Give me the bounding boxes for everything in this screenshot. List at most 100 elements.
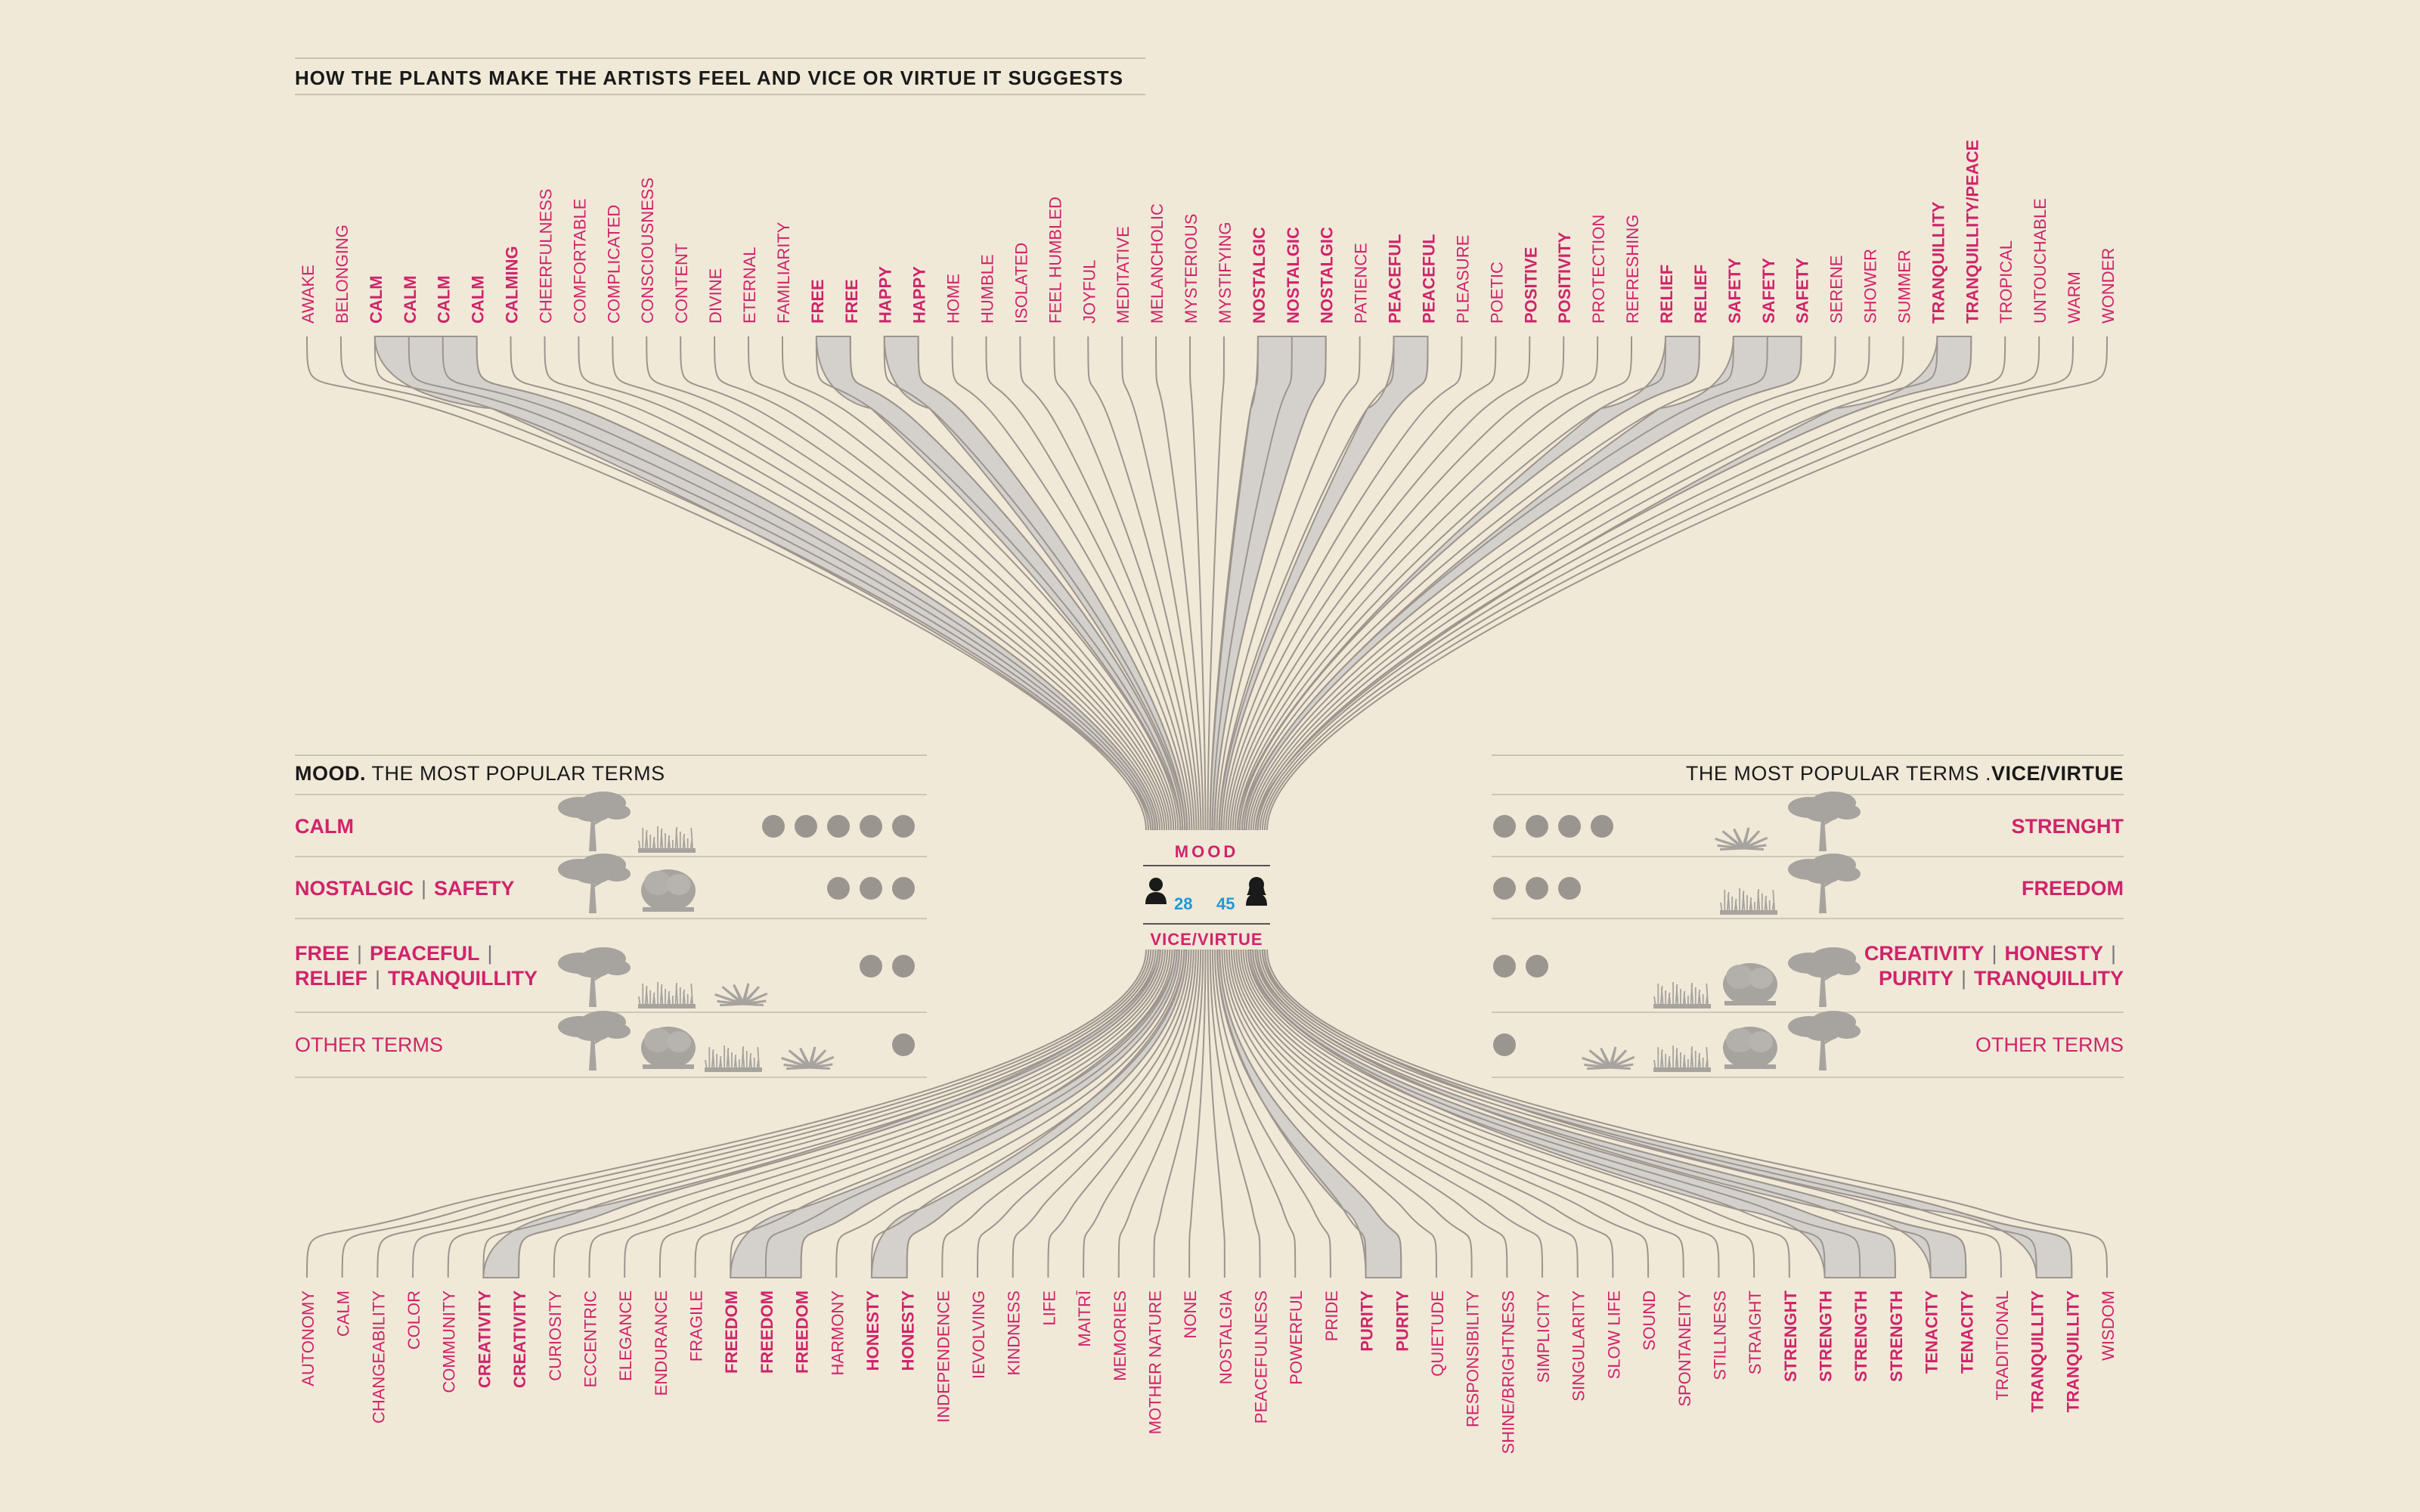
top-flow-line [1121,336,1202,831]
vice-term-label: TENACITY [1957,1290,1976,1374]
mood-term-label: HAPPY [876,266,895,324]
vice-term-label: SINGULARITY [1569,1290,1588,1402]
term-label: NOSTALGIC [295,877,414,900]
agave-icon [1705,815,1780,857]
top-flow-line [1250,336,1870,831]
vice-term-label: FREEDOM [722,1290,741,1374]
vice-term-label: ENDURANCE [652,1290,671,1396]
vice-row-4: OTHER TERMS [1492,1011,2124,1078]
vice-term-label: HONESTY [863,1290,882,1371]
vice-term-label: CHANGEABILITY [369,1290,388,1424]
mood-term-label: COMPLICATED [604,205,623,324]
term-label: HONESTY [2004,942,2103,965]
vice-term-label: PRIDE [1322,1290,1341,1341]
bottom-flow-line [1240,949,1720,1278]
mood-term-label: MYSTERIOUS [1182,214,1201,324]
mood-count-dot [892,815,915,838]
vice-term-label: STRENGTH [1851,1290,1870,1382]
mood-term-label: SAFETY [1759,258,1778,324]
bottom-flow-line [306,949,1147,1278]
mood-term-label: SERENE [1827,256,1846,324]
title-rule-top [295,57,1145,59]
tree-icon [1786,791,1862,857]
top-flow-line [1189,336,1207,831]
grass-icon [705,1040,765,1076]
bottom-flow-line [376,949,1152,1278]
top-flow-line [1247,336,1836,831]
vice-term-label: STRENGTH [1817,1290,1836,1382]
bottom-flow-line [518,949,1161,1278]
bush-icon [638,862,699,919]
top-flow-line [714,336,1175,831]
bottom-flow-line [1230,949,1579,1278]
term-label: FREE [295,942,350,965]
vice-count-dot [1558,815,1581,838]
mood-term-label: ISOLATED [1012,243,1030,324]
mood-term-label: ETERNAL [740,247,759,324]
vice-term-label: HONESTY [899,1290,918,1371]
vice-term-label: IEVOLVING [969,1290,988,1379]
bottom-flow-line [1244,949,1790,1278]
bottom-flow-line [1219,949,1402,1278]
male-icon [1145,878,1167,904]
mood-row-label: NOSTALGIC | SAFETY [295,876,515,901]
term-label: TRANQUILLITY [388,967,538,990]
mood-term-label: HOME [944,274,963,324]
top-flow-line [1218,336,1395,831]
title-rule-bottom [295,94,1145,95]
vice-term-label: SHINE/BRIGHTNESS [1498,1290,1517,1454]
top-flow-line [1263,336,2075,831]
mood-term-label: RELIEF [1657,265,1676,324]
top-flow-line [985,336,1193,831]
vice-count-dot [1526,955,1548,978]
top-flow-line [781,336,1179,831]
line-layer [306,336,2108,1278]
mood-term-label: AWAKE [299,265,318,324]
mood-term-label: PROTECTION [1589,215,1608,324]
top-flow-line [1259,336,2006,831]
top-flow-line [1220,336,1429,831]
mood-count-dot [860,877,882,900]
tree-icon [1786,853,1862,919]
top-flow-line [646,336,1170,831]
mood-term-label: SAFETY [1725,258,1744,324]
separator: | [421,877,427,900]
top-flow-line [578,336,1166,831]
mood-row-label: CALM [295,814,354,839]
bottom-flow-line [1216,949,1367,1278]
chart-title: HOW THE PLANTS MAKE THE ARTISTS FEEL AND… [295,67,1123,89]
separator: | [375,967,381,990]
mood-term-label: CHEERFULNESS [536,189,555,324]
mood-term-label: UNTOUCHABLE [2031,198,2050,324]
term-label: PURITY [1878,967,1954,990]
top-flow-line [849,336,1184,831]
top-flow-line [1261,336,2040,831]
mood-term-label: REFRESHING [1623,215,1642,324]
mood-term-label: PLEASURE [1453,235,1472,324]
mood-count-dot [795,815,817,838]
top-flow-line [1222,336,1463,831]
mood-term-label: JOYFUL [1080,260,1098,324]
top-flow-line [442,336,1157,831]
vice-term-label: MAITRĪ [1075,1290,1094,1346]
bottom-flow-line [624,949,1169,1278]
grass-icon [638,977,699,1012]
vice-term-label: RESPONSIBILITY [1464,1290,1483,1427]
mood-term-label: HAPPY [910,266,929,324]
agave-icon [705,971,780,1012]
vice-term-label: SPONTANEITY [1675,1290,1694,1407]
bottom-flow-line [482,949,1159,1278]
vice-panel-top-rule [1492,754,2124,756]
top-flow-line [680,336,1173,831]
vice-count-dot [1526,815,1548,838]
vice-row-1: STRENGHT [1492,791,2124,857]
top-flow-line [1211,336,1293,831]
vice-term-label: CREATIVITY [475,1290,494,1388]
bottom-flow-line [977,949,1192,1278]
bottom-flow-line [1083,949,1200,1278]
mood-term-label: POSITIVE [1521,247,1540,324]
vice-term-label: CALM [334,1290,353,1337]
mood-term-label: PEACEFUL [1420,234,1439,324]
top-flow-line [748,336,1177,831]
top-flow-line [1209,336,1259,831]
